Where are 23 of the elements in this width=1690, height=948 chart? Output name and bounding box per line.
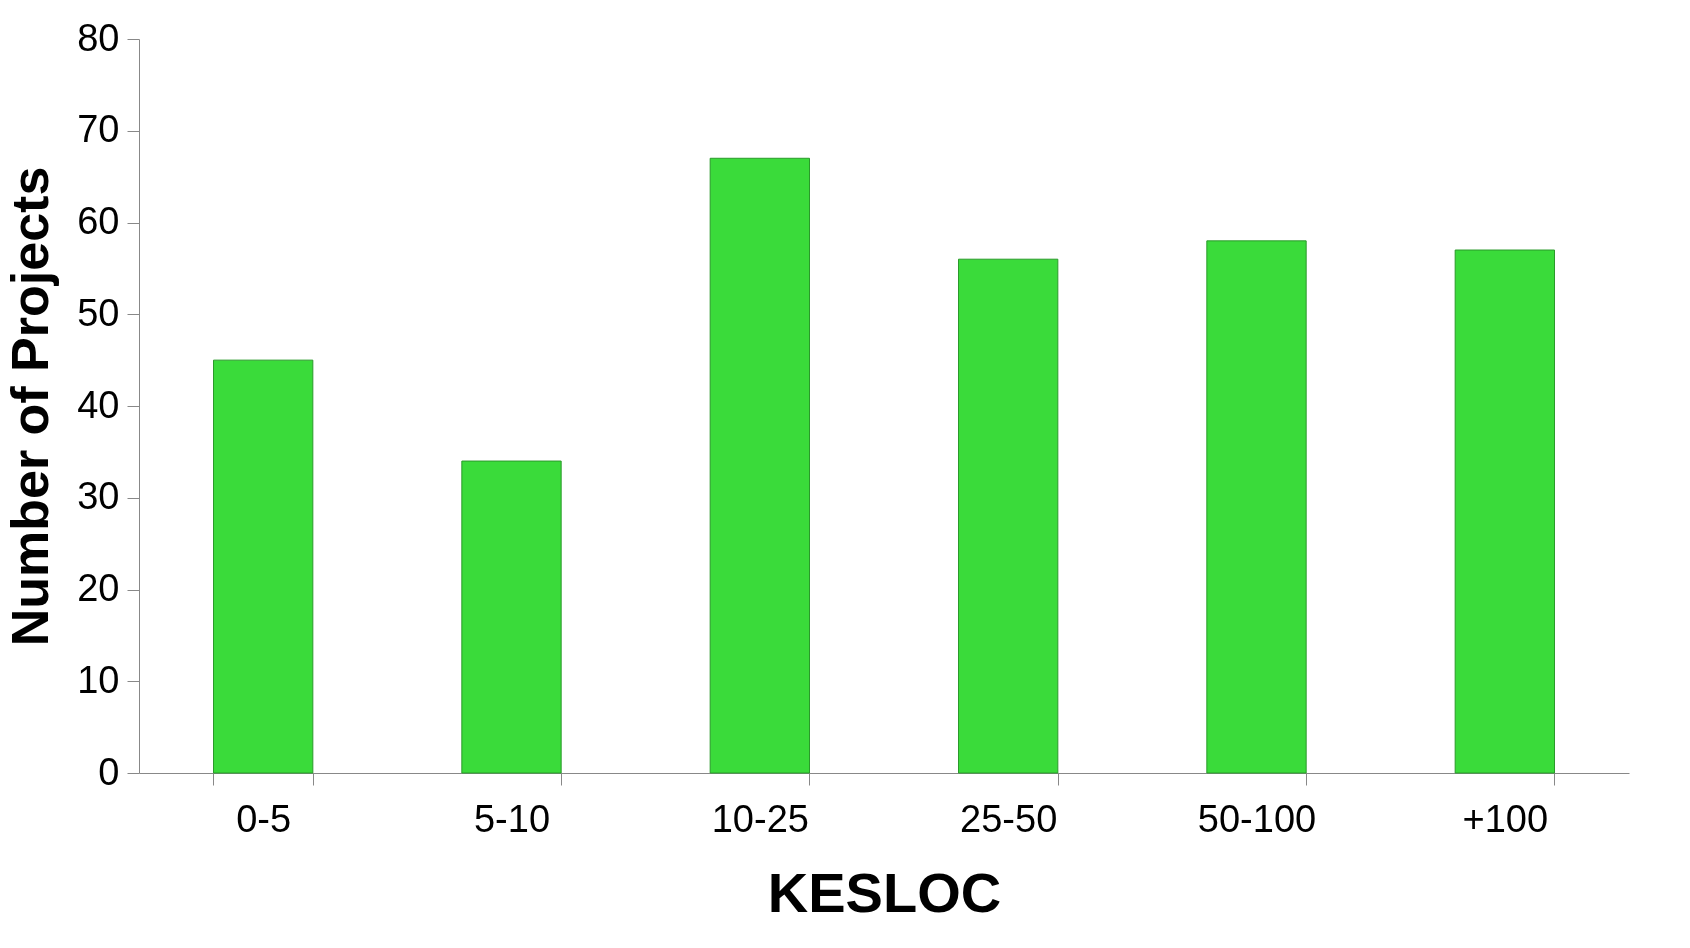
x-tick-label: 5-10 bbox=[473, 797, 551, 840]
x-tick-label: 0-5 bbox=[236, 797, 292, 840]
y-tick-label: 0 bbox=[98, 750, 120, 793]
x-tick-label: 10-25 bbox=[711, 797, 809, 840]
bar bbox=[213, 359, 314, 774]
x-tick-label: 50-100 bbox=[1197, 797, 1317, 840]
y-tick-label: 10 bbox=[77, 658, 120, 701]
y-tick-label: 30 bbox=[77, 475, 120, 518]
bar bbox=[1454, 249, 1555, 774]
bar bbox=[1206, 240, 1307, 774]
x-tick-label: 25-50 bbox=[960, 797, 1058, 840]
y-tick-label: 20 bbox=[77, 567, 120, 609]
y-tick-label: 40 bbox=[77, 383, 120, 426]
bar bbox=[461, 460, 562, 774]
bar bbox=[709, 157, 810, 774]
y-axis-title: Number of Projects bbox=[1, 166, 60, 647]
bar bbox=[958, 258, 1059, 774]
x-axis-title: KESLOC bbox=[767, 860, 1002, 924]
y-tick-label: 80 bbox=[77, 16, 120, 59]
x-tick-label: +100 bbox=[1462, 797, 1549, 840]
y-tick-label: 50 bbox=[77, 291, 120, 334]
y-tick-label: 60 bbox=[77, 200, 120, 242]
y-tick-label: 70 bbox=[77, 108, 120, 151]
